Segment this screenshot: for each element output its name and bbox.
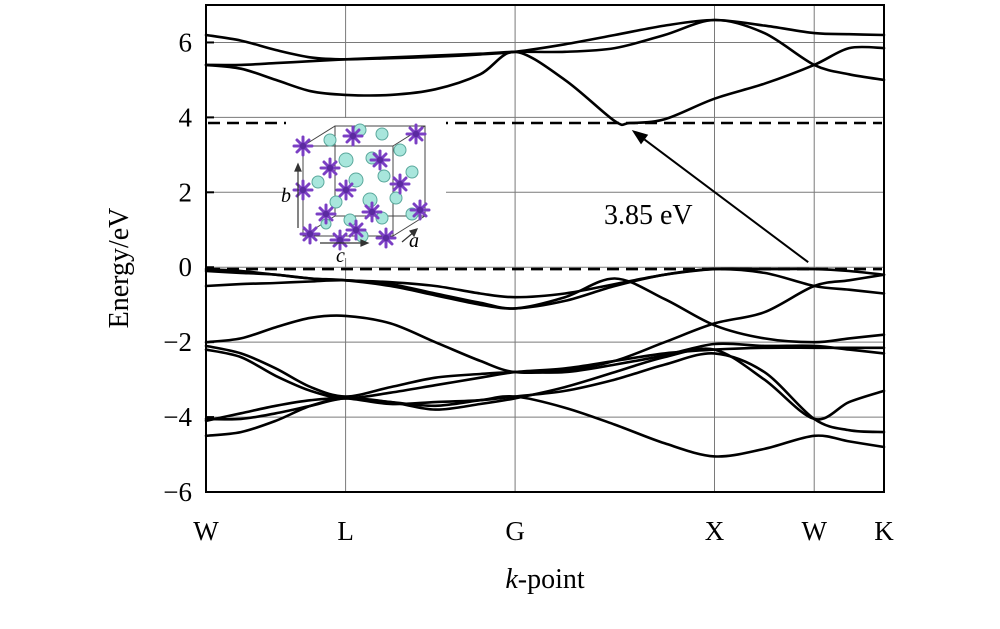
cation-atom (405, 123, 427, 145)
cation-atom (319, 157, 341, 179)
cation-atom (345, 219, 367, 241)
band-line-6 (204, 277, 886, 344)
cation-atom (369, 149, 391, 171)
band-gap-arrowhead (631, 130, 649, 145)
band-line-1 (204, 18, 886, 61)
y-tick-label: −6 (163, 477, 192, 507)
x-tick-label: L (337, 516, 354, 546)
x-axis-label-rest: -point (518, 564, 585, 595)
x-tick-label: K (874, 516, 894, 546)
band-line-12 (204, 394, 886, 458)
cation-atom (292, 179, 314, 201)
y-tick-label: −2 (163, 327, 192, 357)
band-line-10 (204, 347, 886, 421)
inset-axis-arrows (294, 162, 419, 247)
levels-layer (208, 121, 882, 271)
band-line-4 (204, 267, 886, 299)
band-line-11 (204, 352, 886, 434)
x-tick-label: G (505, 516, 525, 546)
y-tick-label: −4 (163, 402, 192, 432)
y-tick-label: 2 (179, 177, 193, 207)
y-tick-label: 0 (179, 252, 193, 282)
band-gap-arrow (643, 138, 809, 264)
cation-atom (361, 201, 383, 223)
y-tick-label: 6 (179, 27, 193, 57)
inset-label-c: c (336, 245, 345, 267)
cation-atoms (292, 123, 431, 251)
cation-atom (292, 135, 314, 157)
cation-atom (389, 173, 411, 195)
ticks-layer: −6 −4 −2 0 2 4 6 W L G X W K (163, 27, 894, 546)
x-tick-label: W (193, 516, 219, 546)
cation-atom (375, 227, 397, 249)
cation-atom (409, 199, 431, 221)
band-line-9 (204, 346, 886, 400)
x-axis-label-italic: k (505, 564, 518, 595)
band-line-3 (204, 45, 886, 127)
band-gap-label: 3.85 eV (604, 200, 693, 231)
x-tick-label: W (801, 516, 827, 546)
cation-atom (315, 203, 337, 225)
cation-atom (329, 229, 351, 251)
x-tick-label: X (705, 516, 725, 546)
crystal-structure-inset: b c a (281, 118, 446, 267)
inset-label-b: b (281, 185, 291, 207)
inset-label-a: a (409, 230, 419, 252)
y-tick-label: 4 (179, 102, 193, 132)
cation-atom (299, 223, 321, 245)
annotation-layer: 3.85 eV (604, 130, 809, 264)
y-axis-label: Energy/eV (104, 208, 135, 329)
cation-atom (335, 179, 357, 201)
band-line-7 (204, 273, 886, 374)
x-axis-label: k-point (505, 564, 585, 595)
plot-frame (205, 4, 885, 493)
cation-atom (342, 125, 364, 147)
